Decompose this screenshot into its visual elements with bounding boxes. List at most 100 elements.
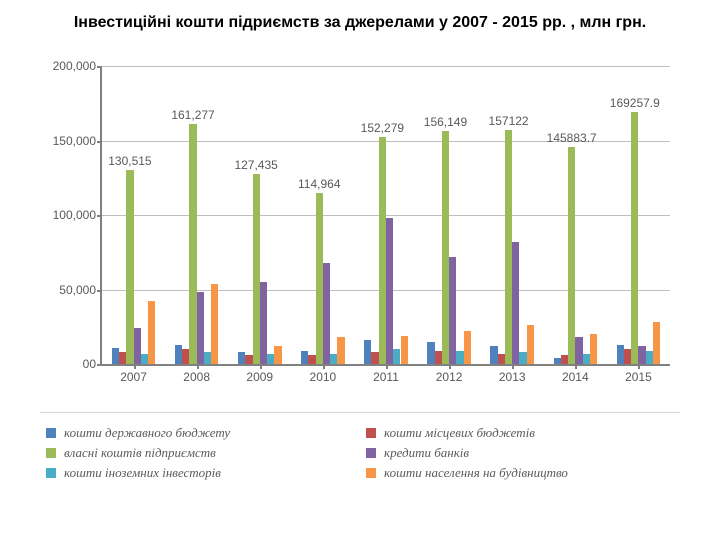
chart-container: 0050,000100,000150,000200,000130,5152007… <box>40 56 680 396</box>
bar-bank <box>134 328 141 364</box>
bar-bank <box>575 337 582 364</box>
legend-item-housing: кошти населення на будівництво <box>360 463 680 483</box>
bar-state <box>238 352 245 364</box>
bar-bank <box>638 346 645 364</box>
bar-group: 169257.92015 <box>607 66 670 364</box>
bar-group: 1571222013 <box>481 66 544 364</box>
legend-item-state: кошти державного бюджету <box>40 423 360 443</box>
x-tick-label: 2015 <box>625 370 652 384</box>
legend-item-own: власні коштів підприємств <box>40 443 360 463</box>
bar-own <box>505 130 512 364</box>
bar-value-label: 169257.9 <box>610 96 660 110</box>
x-tick-mark <box>134 364 136 369</box>
bar-housing <box>653 322 660 364</box>
y-tick-label: 200,000 <box>53 59 96 73</box>
bar-foreign <box>646 351 653 364</box>
bar-local <box>308 355 315 364</box>
bar-own <box>631 112 638 364</box>
bar-housing <box>590 334 597 364</box>
legend-label: кошти державного бюджету <box>64 425 230 441</box>
y-tick-label: 00 <box>83 357 96 371</box>
chart-title: Інвестиційні кошти підриємств за джерела… <box>0 0 720 36</box>
bar-local <box>119 352 126 364</box>
bar-foreign <box>267 354 274 364</box>
bar-value-label: 145883.7 <box>547 131 597 145</box>
legend-label: кошти місцевих бюджетів <box>384 425 535 441</box>
legend-label: кошти іноземних інвесторів <box>64 465 221 481</box>
bar-bank <box>449 257 456 364</box>
bar-group: 114,9642010 <box>291 66 354 364</box>
legend-label: власні коштів підприємств <box>64 445 216 461</box>
x-tick-mark <box>260 364 262 369</box>
y-tick-label: 100,000 <box>53 208 96 222</box>
bar-housing <box>148 301 155 364</box>
bar-own <box>189 124 196 364</box>
bar-state <box>427 342 434 364</box>
bar-own <box>442 131 449 364</box>
x-tick-mark <box>638 364 640 369</box>
legend-item-local: кошти місцевих бюджетів <box>360 423 680 443</box>
bar-state <box>554 358 561 364</box>
legend-swatch <box>366 428 376 438</box>
bar-bank <box>323 263 330 364</box>
bar-own <box>253 174 260 364</box>
bar-value-label: 157122 <box>489 114 529 128</box>
x-tick-mark <box>512 364 514 369</box>
legend-label: кошти населення на будівництво <box>384 465 568 481</box>
x-tick-label: 2009 <box>246 370 273 384</box>
legend-item-bank: кредити банків <box>360 443 680 463</box>
bar-housing <box>464 331 471 364</box>
bar-state <box>617 345 624 364</box>
bar-state <box>364 340 371 364</box>
bar-bank <box>386 218 393 364</box>
bar-foreign <box>141 354 148 364</box>
legend-label: кредити банків <box>384 445 469 461</box>
bar-own <box>379 137 386 364</box>
bar-value-label: 156,149 <box>424 115 467 129</box>
bar-foreign <box>204 352 211 364</box>
bar-group: 152,2792011 <box>354 66 417 364</box>
x-tick-label: 2014 <box>562 370 589 384</box>
bar-housing <box>401 336 408 364</box>
bar-local <box>561 355 568 364</box>
bar-group: 130,5152007 <box>102 66 165 364</box>
legend-item-foreign: кошти іноземних інвесторів <box>40 463 360 483</box>
legend: кошти державного бюджету кошти місцевих б… <box>40 412 680 483</box>
legend-swatch <box>46 448 56 458</box>
bar-housing <box>337 337 344 364</box>
x-tick-label: 2007 <box>120 370 147 384</box>
bar-value-label: 152,279 <box>361 121 404 135</box>
bar-group: 156,1492012 <box>418 66 481 364</box>
bar-bank <box>197 292 204 364</box>
bar-foreign <box>330 354 337 364</box>
bar-bank <box>512 242 519 364</box>
x-tick-label: 2010 <box>310 370 337 384</box>
bar-housing <box>211 284 218 364</box>
legend-swatch <box>46 428 56 438</box>
legend-swatch <box>46 468 56 478</box>
bar-foreign <box>456 351 463 364</box>
bar-group: 161,2772008 <box>165 66 228 364</box>
bar-value-label: 127,435 <box>234 158 277 172</box>
bar-housing <box>274 346 281 364</box>
x-tick-mark <box>449 364 451 369</box>
y-tick-mark <box>97 364 102 366</box>
x-tick-mark <box>323 364 325 369</box>
x-tick-label: 2013 <box>499 370 526 384</box>
x-tick-label: 2011 <box>373 370 399 384</box>
x-tick-mark <box>197 364 199 369</box>
bar-own <box>316 193 323 364</box>
bar-own <box>126 170 133 364</box>
bar-own <box>568 147 575 364</box>
x-tick-mark <box>575 364 577 369</box>
bar-group: 145883.72014 <box>544 66 607 364</box>
bar-state <box>112 348 119 364</box>
legend-swatch <box>366 448 376 458</box>
bar-local <box>624 349 631 364</box>
bar-value-label: 114,964 <box>298 177 341 191</box>
x-tick-label: 2008 <box>183 370 210 384</box>
legend-swatch <box>366 468 376 478</box>
x-tick-mark <box>386 364 388 369</box>
bar-local <box>498 354 505 364</box>
x-tick-label: 2012 <box>436 370 463 384</box>
